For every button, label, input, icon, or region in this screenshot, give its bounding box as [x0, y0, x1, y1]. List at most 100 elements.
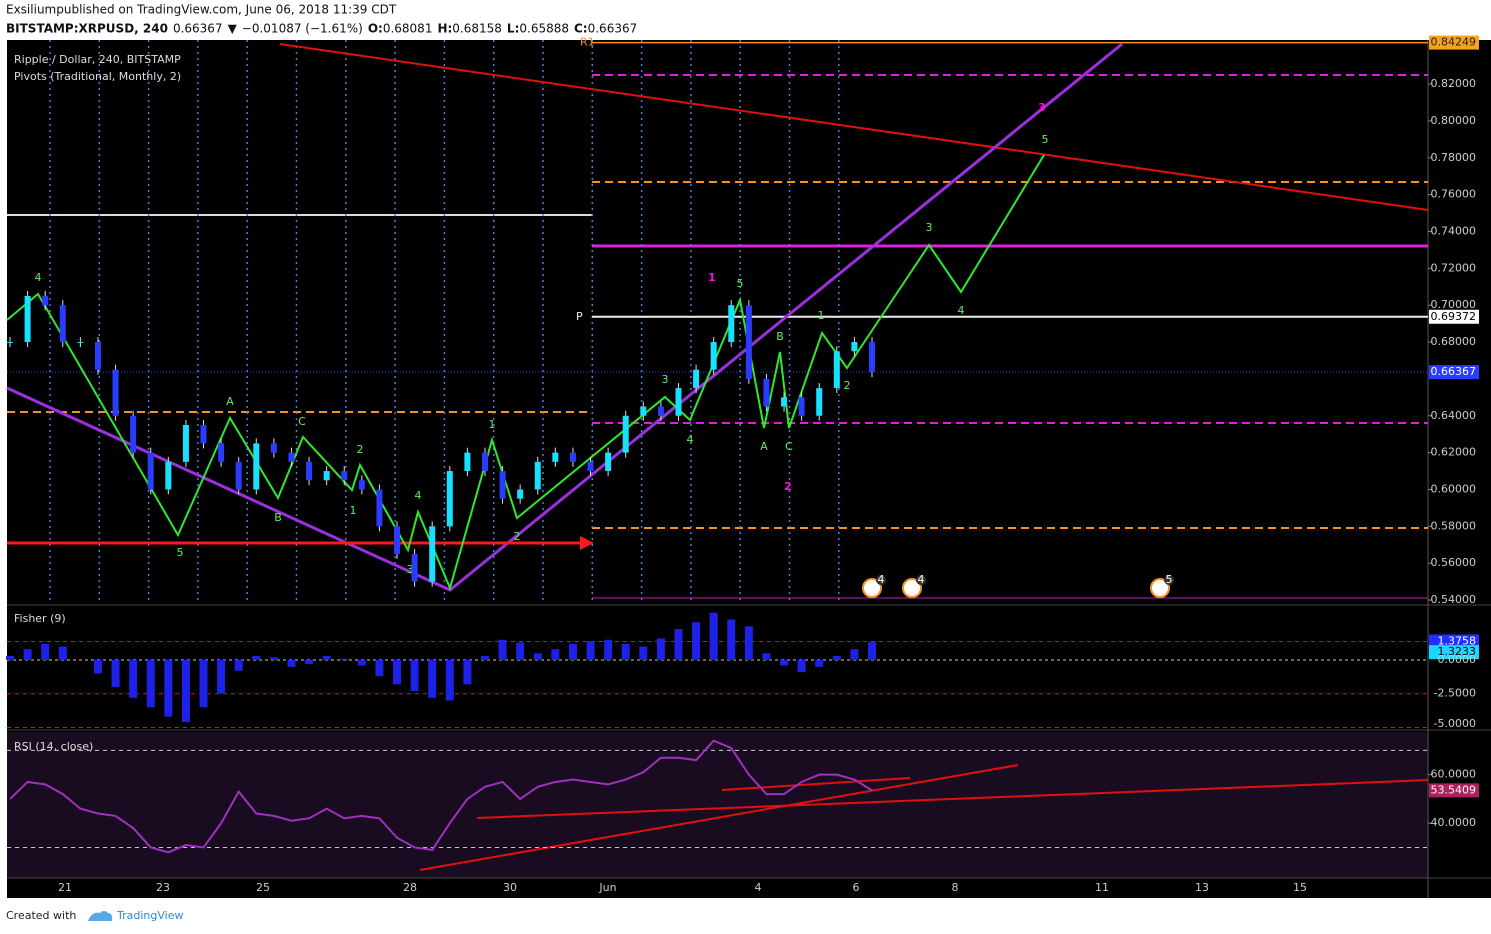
drawing-line — [476, 779, 1429, 819]
fisher-bar — [480, 655, 489, 661]
candle-body — [693, 369, 700, 389]
y-tick-label: 0.68000 — [1431, 335, 1477, 348]
wave-label: 5 — [1042, 133, 1049, 146]
candle-body — [77, 342, 84, 344]
candle-body — [851, 342, 858, 352]
rsi-line — [9, 739, 873, 854]
x-tick-label: 21 — [58, 881, 72, 894]
fisher-bar — [604, 639, 613, 661]
fisher-bar — [516, 642, 525, 661]
fisher-bar — [463, 660, 472, 685]
candle-body — [481, 452, 488, 472]
event-count: 5 — [1166, 573, 1173, 586]
fisher-bar — [762, 653, 771, 661]
candle-body — [429, 526, 436, 582]
y-tick-label: -5.0000 — [1434, 717, 1476, 730]
candle-body — [657, 406, 664, 416]
candle-body — [763, 378, 770, 407]
candle-body — [781, 397, 788, 407]
candle-body — [605, 452, 612, 472]
wave-label: 3 — [926, 221, 933, 234]
fisher-bar — [164, 660, 173, 717]
event-count: 4 — [878, 573, 885, 586]
wave-label: C — [785, 440, 793, 453]
fisher-bar — [709, 612, 718, 661]
fisher-bar — [217, 660, 226, 694]
fisher-bar — [305, 660, 314, 665]
header-quote: ▼ — [228, 22, 238, 36]
wave-label: 5 — [737, 277, 744, 290]
major-wave-label: 3 — [1038, 101, 1046, 114]
fisher-bar — [639, 646, 648, 661]
candle-body — [446, 471, 453, 527]
x-tick-label: 23 — [156, 881, 170, 894]
drawing-line — [721, 777, 911, 791]
fisher-bar — [586, 641, 595, 661]
x-tick-label: 30 — [503, 881, 517, 894]
candle-body — [710, 342, 717, 370]
candle-body — [394, 526, 401, 554]
x-tick-label: Jun — [598, 881, 616, 894]
y-tick-label: 0.78000 — [1431, 151, 1477, 164]
fisher-tag: 1.3233 — [1438, 645, 1477, 658]
header-quote: L: — [507, 22, 519, 36]
event-badge — [876, 575, 886, 585]
fisher-bar — [58, 646, 67, 661]
y-tick-label: 0.60000 — [1431, 482, 1477, 495]
fisher-bar — [181, 660, 190, 723]
candle-body — [376, 489, 383, 527]
pane-subtitle: Pivots (Traditional, Monthly, 2) — [14, 70, 181, 83]
fisher-bar — [129, 660, 138, 698]
fisher-bar — [656, 638, 665, 661]
fisher-bar — [340, 658, 349, 661]
wave-label: A — [760, 440, 768, 453]
x-tick-label: 11 — [1095, 881, 1109, 894]
candle-body — [728, 305, 735, 343]
fisher-bar — [727, 619, 736, 661]
y-tick-label: 40.0000 — [1431, 816, 1477, 829]
candle-body — [622, 415, 629, 453]
candle-body — [7, 342, 13, 344]
wave-label: B — [776, 330, 784, 343]
header-quote: O: — [368, 22, 383, 36]
drawing-line — [279, 43, 1429, 211]
candle-body — [288, 452, 295, 462]
fisher-bar — [551, 649, 560, 661]
wave-label: 4 — [35, 271, 42, 284]
x-tick-label: 28 — [403, 881, 417, 894]
drawing-line — [419, 764, 1019, 871]
header-quote: 0.68081 — [383, 22, 433, 36]
candle-body — [534, 461, 541, 490]
header-quote: BITSTAMP:XRPUSD, 240 — [6, 22, 168, 36]
fisher-bar — [498, 639, 507, 661]
header-quote: 0.66367 — [173, 22, 223, 36]
y-tick-label: 0.72000 — [1431, 261, 1477, 274]
underlay — [7, 40, 1428, 603]
pivot-label: P — [576, 310, 583, 323]
candle-body — [94, 342, 101, 370]
candle-body — [270, 443, 277, 453]
candle-body — [165, 461, 172, 490]
wave-label: 4 — [687, 433, 694, 446]
price-tag: 0.84249 — [1431, 36, 1477, 49]
candle-body — [112, 369, 119, 416]
rsi-bg — [7, 732, 1428, 878]
wave-label: 4 — [958, 304, 965, 317]
fisher-bar — [357, 660, 366, 666]
candle-body — [499, 471, 506, 499]
candle-body — [552, 452, 559, 462]
y-tick-label: 0.70000 — [1431, 298, 1477, 311]
fisher-bar — [692, 622, 701, 661]
header-quote: 0.65888 — [519, 22, 569, 36]
price-tag: 0.69372 — [1431, 310, 1477, 323]
x-tick-label: 15 — [1293, 881, 1307, 894]
candle-body — [253, 443, 260, 490]
header-quote: 0.68158 — [452, 22, 502, 36]
fisher-bar — [621, 643, 630, 661]
fisher-tag-bg — [1429, 634, 1479, 649]
wave-label: 3 — [662, 373, 669, 386]
event-icon — [862, 578, 882, 598]
price-tag-bg — [1429, 35, 1479, 50]
pane-title: RSI (14, close) — [14, 740, 93, 753]
